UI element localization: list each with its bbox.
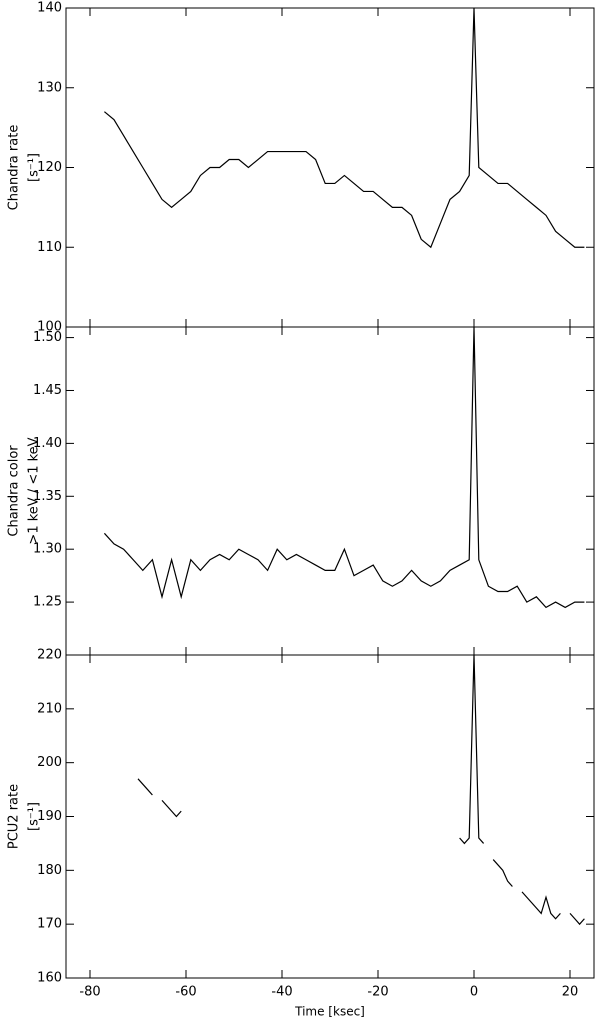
x-tick-label: -20 [367,985,388,1000]
panel-frame [65,7,595,328]
y-tick-label: 120 [37,160,62,175]
y-tick-label: 100 [37,320,62,335]
y-axis-label: [s⁻¹] [27,153,42,182]
y-tick-label: 220 [37,648,62,663]
y-tick-label: 1.30 [33,542,62,557]
y-axis-label: Chandra color [7,445,22,537]
y-tick-label: 1.40 [33,436,62,451]
data-line [104,8,585,249]
y-tick-label: 1.35 [33,489,62,504]
y-tick-label: 160 [37,971,62,986]
x-tick-label: 20 [562,985,579,1000]
x-tick-label: -80 [79,985,100,1000]
x-tick-label: -60 [175,985,196,1000]
y-tick-label: 1.50 [33,330,62,345]
y-tick-label: 180 [37,863,62,878]
x-tick-label: -40 [271,985,292,1000]
y-axis-label: [s⁻¹] [27,802,42,831]
y-tick-label: 140 [37,1,62,16]
y-axis-label: PCU2 rate [7,784,22,849]
y-tick-label: 200 [37,755,62,770]
panel-frame [65,654,595,979]
y-tick-label: 1.25 [33,595,62,610]
y-tick-label: 110 [37,240,62,255]
y-tick-label: 190 [37,809,62,824]
y-tick-label: 130 [37,80,62,95]
x-axis-label: Time [ksec] [294,1005,365,1019]
data-line [137,655,585,926]
y-tick-label: 210 [37,701,62,716]
y-axis-label: Chandra rate [7,125,22,211]
y-axis-label: >1 keV / <1 keV [27,437,42,544]
y-tick-label: 1.45 [33,383,62,398]
x-tick-label: 0 [470,985,478,1000]
panel-frame [65,326,595,656]
y-tick-label: 170 [37,917,62,932]
data-line [103,327,585,609]
